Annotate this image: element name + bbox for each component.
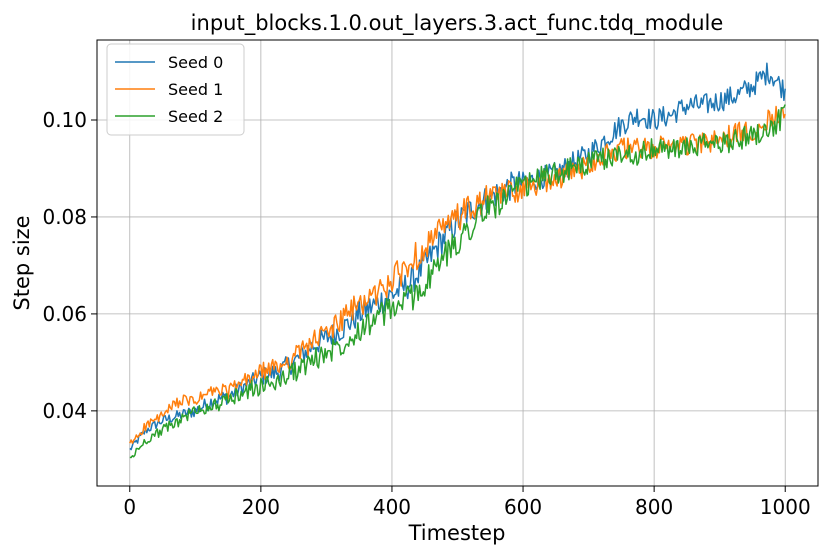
legend-label: Seed 0 [168,53,223,72]
series-layer [129,62,786,459]
chart-title: input_blocks.1.0.out_layers.3.act_func.t… [191,11,724,36]
y-tick-label: 0.08 [42,205,87,229]
legend-label: Seed 1 [168,80,223,99]
x-tick-label: 0 [123,495,136,519]
legend-label: Seed 2 [168,107,223,126]
ticks: 0 200 400 600 800 1000 0.04 0.06 0.08 0.10 [42,108,810,519]
y-tick-label: 0.04 [42,399,87,423]
grid [97,40,818,486]
x-axis-label: Timestep [408,521,506,545]
x-tick-label: 1000 [760,495,811,519]
x-tick-label: 400 [373,495,411,519]
y-tick-label: 0.06 [42,302,87,326]
x-tick-label: 600 [504,495,542,519]
legend: Seed 0 Seed 1 Seed 2 [106,43,245,136]
y-tick-label: 0.10 [42,108,87,132]
y-axis-label: Step size [10,215,34,310]
legend-box [106,43,245,136]
x-tick-label: 800 [635,495,673,519]
series-line-seed-2 [129,104,786,459]
plot-frame [96,39,819,487]
x-tick-label: 200 [242,495,280,519]
